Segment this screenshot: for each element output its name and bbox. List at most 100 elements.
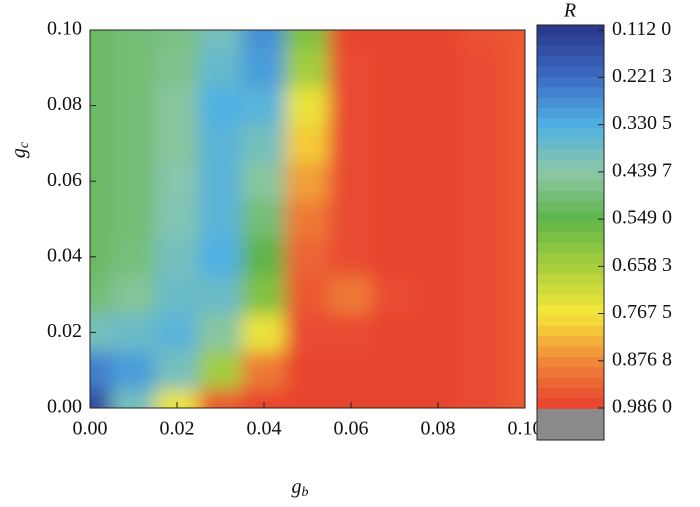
heatmap-cell xyxy=(111,350,156,390)
colorbar-band xyxy=(537,149,604,161)
heatmap-cell xyxy=(154,30,200,50)
heatmap-cell xyxy=(415,30,461,50)
colorbar-tick-label: 0.330 5 xyxy=(612,112,672,134)
heatmap-cell xyxy=(459,237,504,277)
colorbar-band xyxy=(537,180,604,192)
heatmap-cell xyxy=(415,86,461,125)
colorbar-frame xyxy=(536,24,605,441)
heatmap-cell xyxy=(285,161,330,201)
heatmap-cell xyxy=(111,199,156,239)
heatmap-cell xyxy=(459,275,504,314)
y-tick-label: 0.10 xyxy=(47,18,82,40)
heatmap-cell xyxy=(241,86,287,125)
heatmap-cell xyxy=(154,388,200,408)
heatmap-cell xyxy=(415,313,461,352)
heatmap-cell xyxy=(502,350,525,390)
colorbar-tick-label: 0.549 0 xyxy=(612,207,672,229)
heatmap-cell xyxy=(90,161,113,201)
plot-frame xyxy=(89,29,526,409)
heatmap-cell xyxy=(198,350,243,390)
colorbar-band xyxy=(537,274,604,285)
heatmap-cell xyxy=(111,48,156,88)
heatmap-cell xyxy=(90,275,113,314)
colorbar-band xyxy=(537,305,604,316)
heatmap-cell xyxy=(111,161,156,201)
heatmap-cell xyxy=(285,30,330,50)
heatmap-cell xyxy=(285,86,330,125)
heatmap-cell xyxy=(90,48,113,88)
heatmap-cell xyxy=(154,199,200,239)
heatmap-cell xyxy=(198,124,243,163)
colorbar-tick-label: 0.986 0 xyxy=(612,396,672,418)
heatmap-cell xyxy=(502,30,525,50)
heatmap-cell xyxy=(415,124,461,163)
heatmap-cell xyxy=(111,124,156,163)
colorbar-band xyxy=(537,263,604,275)
heatmap-area xyxy=(90,30,525,408)
colorbar-band xyxy=(537,315,604,327)
heatmap-cell xyxy=(241,388,287,408)
heatmap-cell xyxy=(285,124,330,163)
heatmap-cell xyxy=(328,388,374,408)
heatmap-cell xyxy=(198,199,243,239)
heatmap-cell xyxy=(285,275,330,314)
heatmap-cell xyxy=(415,48,461,88)
colorbar-tick-label: 0.221 3 xyxy=(612,65,672,87)
colorbar-band xyxy=(537,128,604,140)
y-axis-label-main: g xyxy=(8,148,30,158)
x-axis-label-main: g xyxy=(292,476,302,498)
heatmap-cell xyxy=(502,313,525,352)
heatmap-cell xyxy=(372,199,417,239)
heatmap-cell xyxy=(154,313,200,352)
y-tick-label: 0.00 xyxy=(47,396,82,418)
heatmap-cell xyxy=(372,275,417,314)
heatmap-cell xyxy=(372,124,417,163)
x-tick-label: 0.06 xyxy=(334,418,369,440)
colorbar-band xyxy=(537,429,604,441)
heatmap-cell xyxy=(502,86,525,125)
heatmap-cell xyxy=(328,48,374,88)
colorbar-band xyxy=(537,232,604,244)
colorbar-band xyxy=(537,35,604,47)
heatmap-cell xyxy=(328,86,374,125)
heatmap-cell xyxy=(415,237,461,277)
heatmap-cell xyxy=(198,388,243,408)
colorbar-band xyxy=(537,242,604,254)
heatmap-cell xyxy=(415,199,461,239)
colorbar-band xyxy=(537,211,604,223)
heatmap-cell xyxy=(90,86,113,125)
heatmap-cell xyxy=(285,237,330,277)
heatmap-cell xyxy=(415,350,461,390)
heatmap-cell xyxy=(459,30,504,50)
colorbar-band xyxy=(537,25,604,36)
colorbar-band xyxy=(537,87,604,99)
colorbar-band xyxy=(537,419,604,431)
heatmap-cell xyxy=(459,199,504,239)
colorbar-band xyxy=(537,76,604,88)
x-axis-label: gb xyxy=(292,476,309,501)
heatmap-cell xyxy=(241,30,287,50)
heatmap-cell xyxy=(502,237,525,277)
heatmap-cell xyxy=(372,388,417,408)
heatmap-cell xyxy=(198,237,243,277)
heatmap-cell xyxy=(328,30,374,50)
heatmap-cell xyxy=(198,161,243,201)
heatmap-cell xyxy=(328,161,374,201)
heatmap-cell xyxy=(111,86,156,125)
heatmap-cell xyxy=(372,86,417,125)
heatmap-cell xyxy=(328,124,374,163)
heatmap-cell xyxy=(198,86,243,125)
heatmap-cell xyxy=(285,48,330,88)
heatmap-cell xyxy=(285,350,330,390)
colorbar-band xyxy=(537,108,604,119)
x-tick-label: 0.08 xyxy=(421,418,456,440)
heatmap-cell xyxy=(502,388,525,408)
x-tick-label: 0.00 xyxy=(73,418,108,440)
heatmap-cell xyxy=(154,237,200,277)
colorbar-tick-label: 0.439 7 xyxy=(612,159,672,181)
colorbar-band xyxy=(537,377,604,389)
colorbar-band xyxy=(537,118,604,130)
heatmap-cell xyxy=(415,161,461,201)
heatmap-cell xyxy=(111,275,156,314)
